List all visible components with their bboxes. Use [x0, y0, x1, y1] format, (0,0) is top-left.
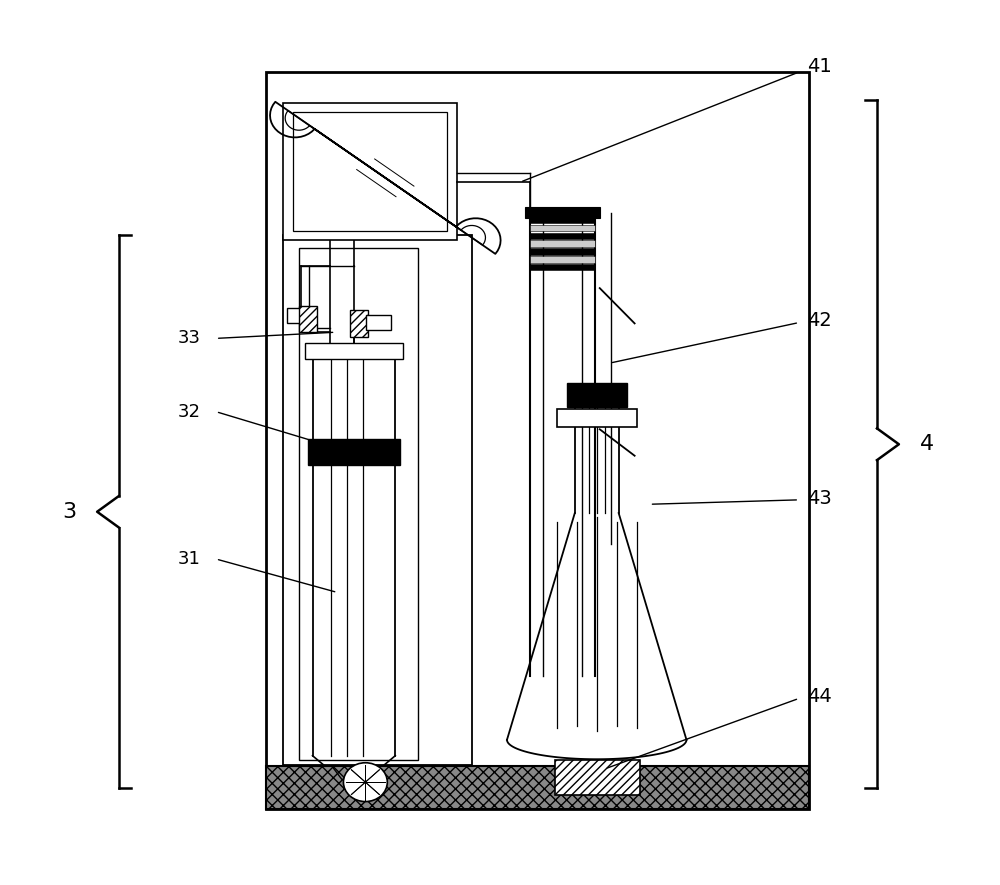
Text: 42: 42: [807, 312, 832, 330]
Bar: [287, 307, 315, 323]
Bar: [266, 766, 809, 809]
Text: 43: 43: [807, 489, 832, 509]
Bar: [530, 249, 595, 255]
Bar: [266, 72, 809, 809]
Bar: [283, 235, 472, 765]
Bar: [305, 342, 403, 358]
Bar: [567, 382, 627, 407]
Bar: [530, 265, 595, 271]
Bar: [530, 225, 595, 231]
Bar: [366, 314, 391, 330]
Bar: [530, 257, 595, 263]
Bar: [283, 103, 457, 240]
Bar: [299, 249, 418, 760]
Bar: [525, 207, 600, 218]
Text: 31: 31: [178, 550, 201, 568]
Text: 41: 41: [807, 58, 832, 76]
Bar: [555, 760, 640, 796]
Bar: [530, 217, 595, 223]
Bar: [299, 305, 317, 332]
Bar: [350, 310, 368, 336]
Bar: [530, 241, 595, 247]
Text: 3: 3: [62, 502, 76, 522]
Text: 32: 32: [178, 403, 201, 420]
Bar: [308, 439, 400, 466]
Text: 33: 33: [178, 329, 201, 348]
Text: 44: 44: [807, 687, 832, 706]
Bar: [293, 112, 447, 231]
Text: 4: 4: [920, 435, 934, 454]
Bar: [557, 409, 637, 427]
Bar: [530, 233, 595, 239]
Circle shape: [343, 763, 387, 802]
